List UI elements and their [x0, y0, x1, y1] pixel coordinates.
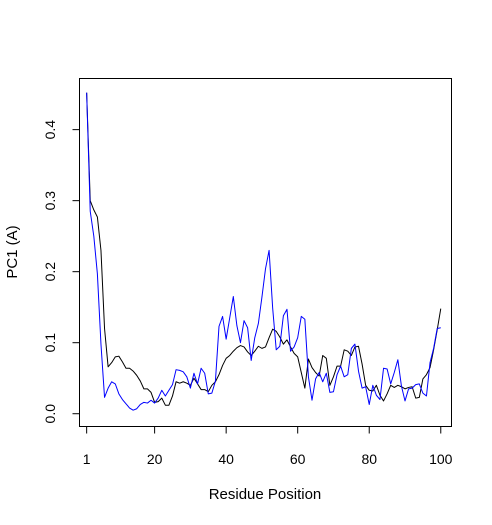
x-tick-label: 40 [218, 451, 234, 467]
y-tick-label: 0.2 [42, 262, 58, 282]
x-axis-title: Residue Position [209, 486, 322, 503]
series-line-1 [86, 92, 442, 406]
y-axis-title: PC1 (A) [4, 225, 21, 278]
y-tick-label: 0.3 [42, 191, 58, 211]
y-tick-label: 0.4 [42, 120, 58, 140]
x-tick-label: 100 [429, 451, 453, 467]
y-tick-label: 0.0 [42, 404, 58, 424]
x-axis: 1 20 40 60 80 100 [83, 426, 453, 467]
y-axis: 0.0 0.1 0.2 0.3 0.4 [42, 120, 80, 424]
x-tick-label: 1 [83, 451, 91, 467]
series-line-2 [86, 92, 441, 411]
x-tick-label: 20 [147, 451, 163, 467]
series-group [86, 92, 442, 411]
x-tick-label: 60 [290, 451, 306, 467]
y-tick-label: 0.1 [42, 333, 58, 353]
x-tick-label: 80 [361, 451, 377, 467]
